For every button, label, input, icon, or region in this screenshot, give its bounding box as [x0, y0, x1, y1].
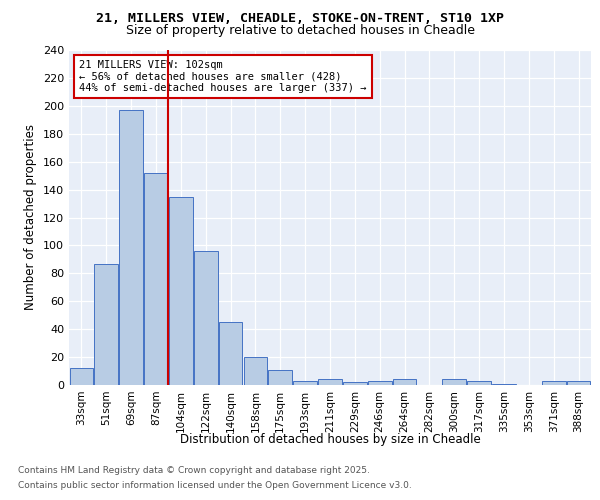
Text: 21, MILLERS VIEW, CHEADLE, STOKE-ON-TRENT, ST10 1XP: 21, MILLERS VIEW, CHEADLE, STOKE-ON-TREN… [96, 12, 504, 26]
Text: 21 MILLERS VIEW: 102sqm
← 56% of detached houses are smaller (428)
44% of semi-d: 21 MILLERS VIEW: 102sqm ← 56% of detache… [79, 60, 367, 93]
Bar [567, 381, 590, 385]
Bar [293, 381, 317, 385]
Text: Size of property relative to detached houses in Cheadle: Size of property relative to detached ho… [125, 24, 475, 37]
Bar [268, 370, 292, 385]
Bar [492, 384, 516, 385]
Bar [393, 380, 416, 385]
Bar [194, 251, 218, 385]
Text: Contains HM Land Registry data © Crown copyright and database right 2025.: Contains HM Land Registry data © Crown c… [18, 466, 370, 475]
Bar [467, 381, 491, 385]
Bar [70, 368, 93, 385]
Text: Distribution of detached houses by size in Cheadle: Distribution of detached houses by size … [179, 432, 481, 446]
Bar [244, 357, 267, 385]
Bar [368, 381, 392, 385]
Text: Contains public sector information licensed under the Open Government Licence v3: Contains public sector information licen… [18, 481, 412, 490]
Bar [169, 196, 193, 385]
Bar [318, 380, 342, 385]
Bar [343, 382, 367, 385]
Bar [119, 110, 143, 385]
Bar [442, 380, 466, 385]
Bar [219, 322, 242, 385]
Bar [144, 173, 168, 385]
Bar [94, 264, 118, 385]
Y-axis label: Number of detached properties: Number of detached properties [25, 124, 37, 310]
Bar [542, 381, 566, 385]
